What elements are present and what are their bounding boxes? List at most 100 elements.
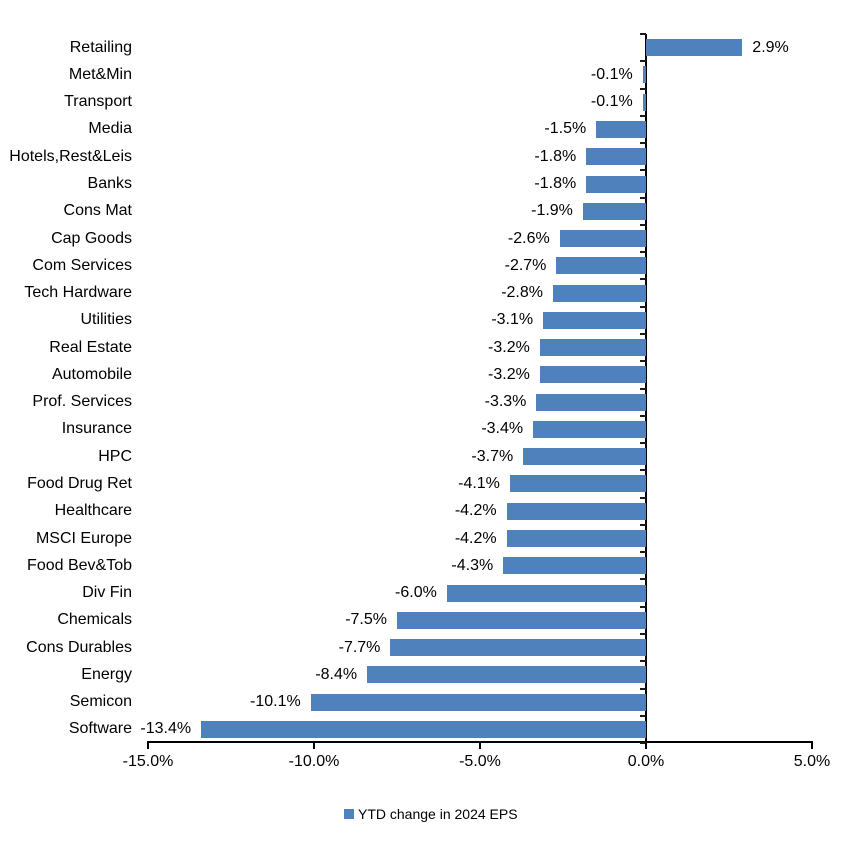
category-label: Energy — [81, 665, 132, 683]
category-label: Cap Goods — [51, 229, 132, 247]
value-tick-label: -10.0% — [288, 753, 340, 770]
bar-value-label: -7.7% — [338, 638, 381, 656]
category-tick — [640, 578, 646, 581]
category-label: Com Services — [32, 256, 132, 274]
bar-value-label: -4.1% — [458, 474, 500, 492]
bar — [582, 202, 646, 220]
bar-value-label: -0.1% — [590, 93, 633, 111]
bar-value-label: -7.5% — [345, 611, 387, 629]
category-label: Insurance — [61, 420, 132, 438]
value-tick-label: -5.0% — [459, 753, 501, 770]
category-tick — [640, 196, 646, 199]
bar-value-label: -1.9% — [531, 202, 573, 220]
category-tick — [640, 114, 646, 117]
category-label: Food Bev&Tob — [27, 556, 132, 574]
value-tick-label: 5.0% — [793, 753, 831, 770]
category-tick — [640, 305, 646, 308]
bar — [533, 420, 646, 438]
bar — [539, 339, 646, 357]
bar-value-label: -1.8% — [534, 175, 577, 192]
bar-value-label: -2.8% — [501, 284, 543, 302]
bar — [586, 148, 646, 166]
category-label: Healthcare — [54, 502, 132, 520]
category-label: Cons Mat — [63, 202, 132, 220]
bar-value-label: -6.0% — [395, 584, 437, 601]
bar-value-label: -3.7% — [471, 447, 514, 465]
category-label: Hotels,Rest&Leis — [9, 147, 132, 165]
bar-value-label: -4.3% — [451, 556, 494, 574]
category-label: Semicon — [69, 693, 132, 711]
bar — [646, 39, 743, 57]
category-tick — [640, 278, 646, 281]
category-tick — [640, 142, 646, 145]
category-axis-line — [645, 34, 647, 743]
category-tick — [640, 742, 646, 744]
legend-label: YTD change in 2024 EPS — [358, 806, 518, 822]
category-label: Real Estate — [49, 338, 132, 356]
bar — [506, 530, 646, 547]
category-tick — [640, 87, 646, 90]
bar — [506, 502, 646, 520]
bar-value-label: -1.8% — [534, 147, 577, 165]
category-tick — [640, 660, 646, 663]
category-label: Food Drug Ret — [27, 474, 132, 492]
bar — [503, 557, 646, 575]
category-tick — [640, 333, 646, 335]
category-tick — [640, 496, 646, 499]
bar — [539, 366, 646, 384]
value-tick — [147, 743, 149, 749]
category-tick — [640, 387, 646, 390]
category-tick — [640, 632, 646, 635]
category-label: Banks — [87, 175, 132, 192]
bar — [397, 611, 646, 629]
bar — [310, 693, 646, 711]
bar-value-label: -3.2% — [488, 338, 530, 356]
category-tick — [640, 33, 646, 35]
bar — [586, 175, 646, 193]
bar — [596, 120, 646, 138]
bar-value-label: -10.1% — [250, 693, 301, 711]
bar — [642, 93, 646, 111]
category-tick — [640, 551, 646, 554]
category-tick — [640, 687, 646, 690]
bar — [543, 311, 646, 329]
category-label: HPC — [98, 447, 132, 465]
category-label: Media — [88, 120, 132, 138]
bar-value-label: -3.3% — [484, 393, 527, 411]
value-tick — [645, 743, 647, 749]
category-label: Transport — [64, 93, 132, 111]
bar-value-label: -8.4% — [315, 665, 358, 683]
category-label: Automobile — [51, 365, 132, 383]
category-tick — [640, 605, 646, 608]
category-tick — [640, 469, 646, 472]
bar-value-label: 2.9% — [752, 38, 789, 56]
value-tick-label: -15.0% — [122, 753, 174, 770]
category-label: Prof. Services — [32, 393, 132, 411]
bar — [390, 639, 646, 657]
category-tick — [640, 442, 646, 444]
bar-value-label: -3.1% — [491, 311, 534, 329]
bar-value-label: -13.4% — [140, 720, 192, 738]
category-label: Cons Durables — [26, 638, 132, 656]
category-label: MSCI Europe — [35, 529, 132, 547]
bar-value-label: -3.4% — [481, 420, 524, 438]
category-label: Tech Hardware — [24, 284, 132, 302]
category-label: Chemicals — [57, 611, 132, 629]
bar-value-label: -1.5% — [544, 120, 587, 138]
value-tick — [479, 743, 481, 749]
category-label: Met&Min — [68, 65, 132, 83]
category-tick — [640, 251, 646, 254]
bar — [536, 393, 646, 411]
legend-swatch-icon — [344, 809, 354, 819]
bar — [201, 720, 646, 738]
bar — [446, 584, 646, 602]
category-tick — [640, 223, 646, 226]
bar — [553, 284, 646, 302]
category-label: Utilities — [80, 311, 132, 329]
value-tick-label: 0.0% — [627, 753, 665, 770]
category-tick — [640, 414, 646, 417]
legend: YTD change in 2024 EPS — [344, 806, 518, 822]
category-tick — [640, 169, 646, 172]
bar-value-label: -2.7% — [504, 256, 547, 274]
